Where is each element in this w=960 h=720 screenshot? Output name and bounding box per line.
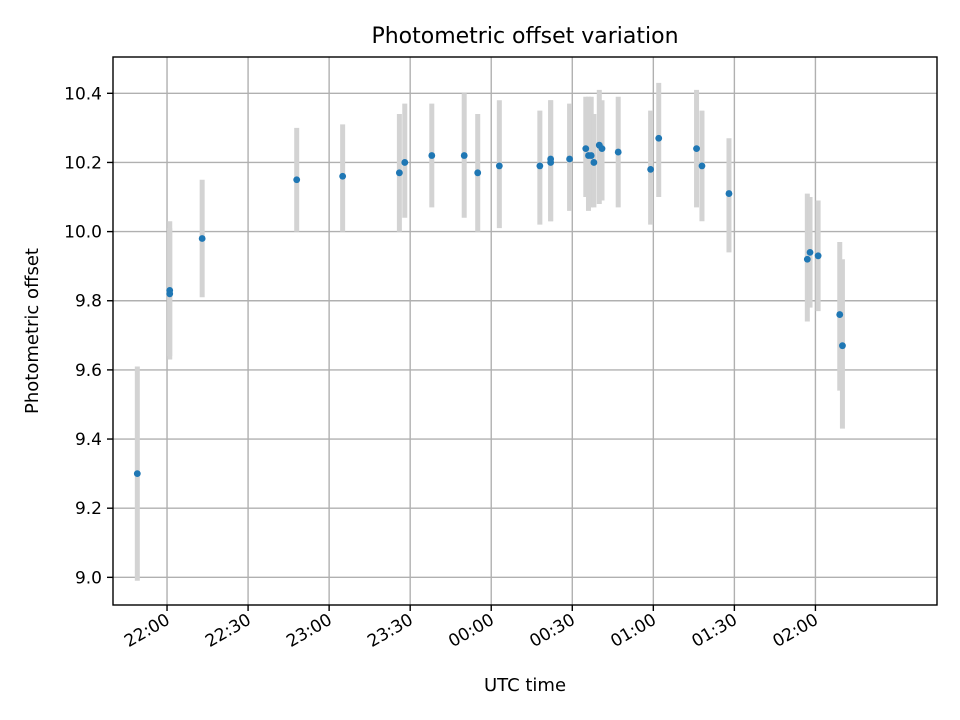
errorbar-layer bbox=[134, 82, 845, 581]
x-tick-label: 01:30 bbox=[688, 610, 740, 652]
data-point bbox=[655, 134, 663, 142]
data-point bbox=[647, 165, 655, 173]
y-tick-label: 9.6 bbox=[75, 361, 102, 381]
data-point bbox=[693, 145, 700, 153]
data-point bbox=[198, 235, 206, 242]
y-tick-label: 9.4 bbox=[75, 430, 102, 450]
data-point bbox=[614, 148, 622, 156]
data-point bbox=[339, 172, 347, 180]
data-point bbox=[582, 145, 590, 153]
x-tick-label: 22:00 bbox=[121, 610, 173, 652]
x-tick-label: 00:00 bbox=[445, 610, 497, 652]
data-point bbox=[803, 255, 811, 263]
data-point bbox=[401, 159, 409, 166]
y-axis-label: Photometric offset bbox=[22, 248, 43, 414]
data-point bbox=[495, 162, 503, 170]
data-point bbox=[395, 169, 403, 177]
data-point bbox=[536, 162, 544, 170]
plot-frame bbox=[112, 56, 938, 606]
x-tick-label: 22:30 bbox=[202, 610, 254, 652]
x-tick-label: 23:00 bbox=[283, 610, 335, 652]
data-point bbox=[598, 145, 606, 153]
data-point bbox=[547, 155, 555, 163]
data-point bbox=[587, 152, 595, 159]
data-point bbox=[293, 176, 301, 184]
tick-layer: 9.0 9.2 9.4 9.6 9.8 10.0 10.2 10.4 22:00 22:30 23:… bbox=[64, 84, 822, 652]
y-tick-label: 9.0 bbox=[75, 568, 102, 588]
data-point bbox=[166, 290, 174, 298]
data-point bbox=[474, 169, 482, 177]
data-point bbox=[133, 470, 141, 478]
x-tick-label: 01:00 bbox=[607, 610, 659, 652]
chart-title: Photometric offset variation bbox=[371, 24, 678, 49]
x-tick-label: 02:00 bbox=[769, 610, 821, 652]
data-point bbox=[460, 152, 468, 159]
data-point bbox=[590, 159, 598, 166]
data-point bbox=[814, 252, 822, 260]
data-point bbox=[725, 190, 733, 197]
x-tick-label: 23:30 bbox=[364, 610, 416, 652]
data-point bbox=[698, 162, 706, 170]
x-tick-label: 00:30 bbox=[526, 610, 578, 652]
data-point bbox=[839, 342, 846, 350]
data-point bbox=[806, 248, 814, 256]
y-tick-label: 9.2 bbox=[75, 499, 102, 519]
x-axis-label: UTC time bbox=[484, 675, 566, 696]
y-tick-label: 10.0 bbox=[64, 223, 102, 243]
y-tick-label: 10.2 bbox=[64, 153, 102, 173]
data-point bbox=[428, 152, 436, 159]
grid-layer bbox=[113, 57, 937, 605]
data-point bbox=[566, 155, 573, 163]
point-layer bbox=[133, 134, 846, 478]
data-point bbox=[836, 311, 844, 318]
y-tick-label: 9.8 bbox=[75, 292, 102, 312]
y-tick-label: 10.4 bbox=[64, 84, 102, 104]
